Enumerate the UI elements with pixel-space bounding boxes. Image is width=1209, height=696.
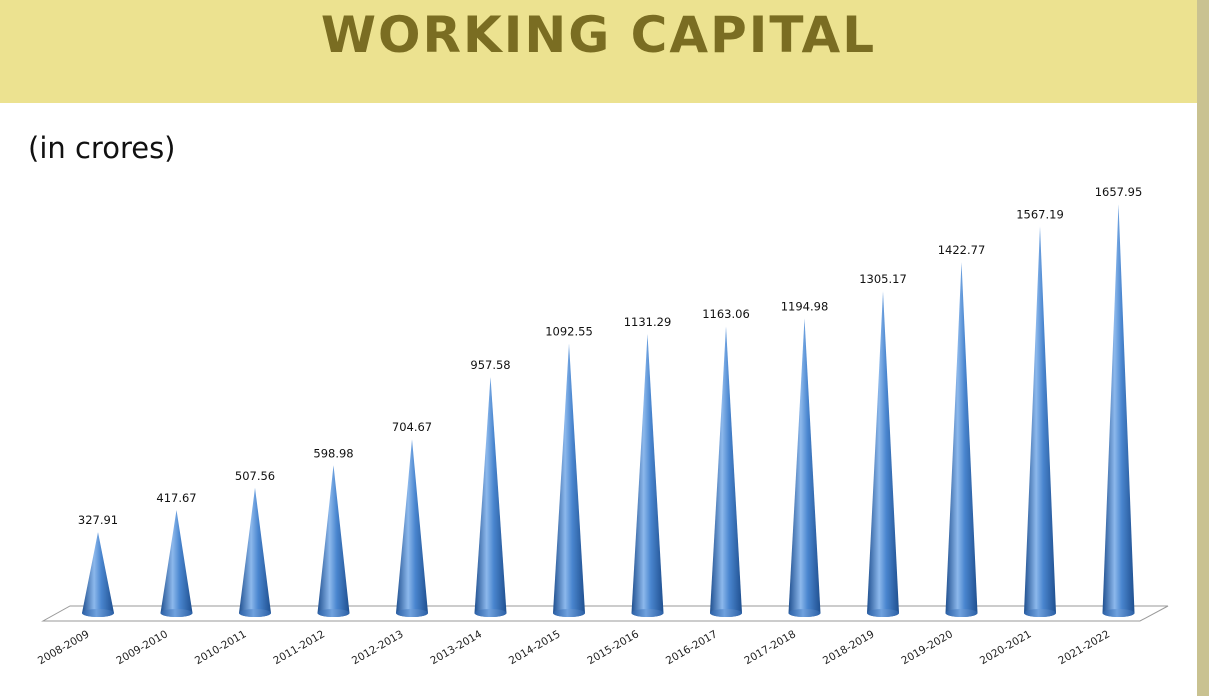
data-label: 1567.19 [1016,208,1064,222]
data-label: 1092.55 [545,325,593,339]
cone-base [82,609,114,617]
data-label: 327.91 [78,513,118,527]
data-label: 1163.06 [702,307,750,321]
cone-base [1102,609,1135,617]
x-tick-label: 2010-2011 [193,628,249,667]
data-labels: 327.91 417.67 507.56 598.98 704.67 957.58 1092… [78,185,1142,527]
cone-base [317,609,350,617]
cone-2019-2020 [945,262,978,617]
x-tick-label: 2014-2015 [507,628,563,667]
x-axis-tick-labels: 2008-2009 2009-2010 2010-2011 2011-2012 2012… [36,628,1112,667]
x-tick-label: 2013-2014 [428,628,484,667]
cone-base [631,609,664,617]
cone-body [553,343,585,617]
data-label: 417.67 [156,491,196,505]
x-tick-label: 2008-2009 [36,628,92,667]
right-border [1197,0,1209,696]
cone-body [945,262,978,617]
cone-base [1024,609,1056,617]
x-tick-label: 2019-2020 [899,628,955,667]
data-label: 704.67 [392,420,432,434]
x-tick-label: 2016-2017 [664,628,720,667]
cone-2011-2012 [317,465,350,617]
cone-body [239,487,271,617]
cone-body [631,334,664,617]
x-tick-label: 2020-2021 [978,628,1034,667]
cone-2016-2017 [710,326,742,617]
cone-body [710,326,742,617]
chart-title: WORKING CAPITAL [320,6,877,64]
cone-body [160,510,193,617]
cone-base [788,609,821,617]
cone-2014-2015 [553,343,585,617]
cone-body [867,291,899,617]
data-label: 1131.29 [624,315,672,329]
cone-body [82,532,114,617]
cone-body [1102,204,1135,617]
cone-2010-2011 [239,487,271,617]
title-banner: WORKING CAPITAL [0,0,1197,103]
cone-body [1024,226,1056,617]
unit-subtitle: (in crores) [28,131,176,165]
x-tick-label: 2018-2019 [821,628,877,667]
cone-2015-2016 [631,334,664,617]
cone-base [710,609,742,617]
chart-series [82,204,1135,617]
cone-2012-2013 [396,439,428,617]
cone-2021-2022 [1102,204,1135,617]
cone-base [474,609,507,617]
x-tick-label: 2012-2013 [350,628,406,667]
data-label: 957.58 [470,358,510,372]
x-tick-label: 2015-2016 [585,628,641,667]
data-label: 1305.17 [859,272,907,286]
cone-2017-2018 [788,318,821,617]
cone-base [945,609,978,617]
chart-floor [41,605,1169,622]
x-tick-label: 2017-2018 [742,628,798,667]
x-tick-label: 2011-2012 [271,628,327,667]
cone-2020-2021 [1024,226,1056,617]
data-label: 507.56 [235,469,275,483]
cone-base [396,609,428,617]
data-label: 1422.77 [938,243,986,257]
x-tick-label: 2009-2010 [114,628,170,667]
cone-body [474,376,507,617]
cone-body [788,318,821,617]
x-tick-label: 2021-2022 [1056,628,1112,667]
cone-2008-2009 [82,532,114,617]
data-label: 1657.95 [1095,185,1143,199]
data-label: 598.98 [313,446,353,460]
cone-2013-2014 [474,376,507,617]
cone-body [396,439,428,617]
cone-base [553,609,585,617]
cone-base [239,609,271,617]
cone-base [160,609,193,617]
cone-2018-2019 [867,291,899,617]
cone-body [317,465,350,617]
data-label: 1194.98 [781,299,829,313]
cone-base [867,609,899,617]
cone-2009-2010 [160,510,193,617]
